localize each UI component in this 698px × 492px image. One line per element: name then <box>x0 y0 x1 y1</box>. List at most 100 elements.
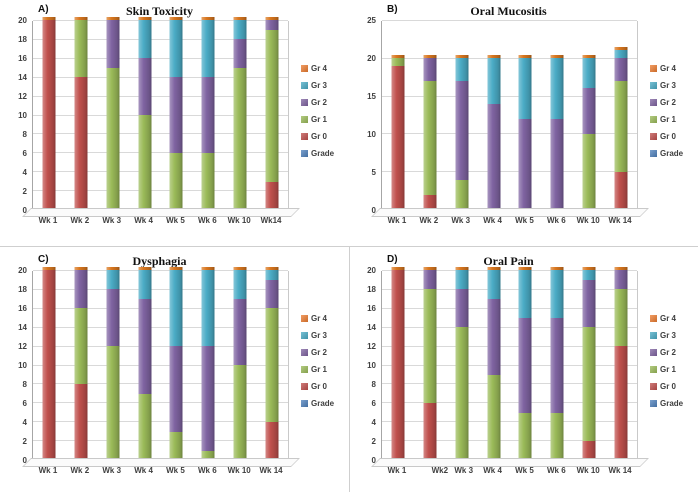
stacked-bar <box>233 17 247 210</box>
bar-slot <box>97 17 129 210</box>
grid-line <box>382 57 637 59</box>
x-tick-label: Wk 1 <box>387 466 407 475</box>
bar-top-cap <box>518 267 532 270</box>
y-tick-label: 14 <box>367 323 376 332</box>
legend-item: Gr 1 <box>301 115 347 124</box>
bar-segment-gr3 <box>550 58 564 119</box>
y-tick-label: 18 <box>367 285 376 294</box>
bar-top-cap <box>138 267 152 270</box>
bar-segment-gr2 <box>265 20 279 30</box>
stacked-bar <box>42 267 56 460</box>
legend-item: Gr 0 <box>301 132 347 141</box>
stacked-bar <box>455 55 469 210</box>
y-tick-label: 6 <box>371 399 376 408</box>
y-tick-label: 14 <box>18 323 27 332</box>
y-tick-label: 0 <box>371 456 376 465</box>
bar-segment-gr1 <box>138 393 152 460</box>
legend-item: Gr 2 <box>301 348 347 357</box>
bar-slot <box>382 21 414 210</box>
bar-segment-gr0 <box>614 346 628 460</box>
legend-item: Gr 1 <box>301 365 347 374</box>
bar-top-cap <box>550 267 564 270</box>
bar-segment-gr1 <box>423 80 437 195</box>
y-tick-label: 20 <box>18 16 27 25</box>
bar-segment-gr2 <box>233 39 247 68</box>
bar-segment-gr2 <box>550 118 564 210</box>
bar-segment-gr2 <box>455 80 469 180</box>
chart-header: A) Skin Toxicity <box>32 4 287 21</box>
legend-swatch <box>650 383 657 390</box>
bar-segment-gr3 <box>265 270 279 280</box>
legend-swatch <box>301 349 308 356</box>
legend-item: Grade <box>301 148 347 158</box>
legend-label: Gr 4 <box>311 63 328 73</box>
grid-line <box>33 152 288 154</box>
legend-label: Grade <box>311 398 335 408</box>
legend-item: Gr 4 <box>301 314 347 323</box>
legend-swatch <box>301 315 308 322</box>
bar-segment-gr0 <box>391 65 405 210</box>
bar-segment-gr1 <box>582 327 596 441</box>
bar-segment-gr1 <box>201 153 215 210</box>
bar-segment-gr2 <box>138 298 152 394</box>
bar-segment-gr2 <box>518 317 532 413</box>
stacked-bar <box>391 55 405 210</box>
legend-swatch <box>650 332 657 339</box>
bar-slot <box>161 267 193 460</box>
bar-top-cap <box>74 267 88 270</box>
legend-item: Grade <box>301 398 347 408</box>
bar-slot <box>256 17 288 210</box>
y-tick-label: 0 <box>22 206 27 215</box>
chart-body: 0 2 4 6 8 10 12 14 16 18 20 Gr 4 Gr 3 Gr 2 Gr 1 Gr 0 Gra… <box>6 17 347 217</box>
y-tick-label: 4 <box>22 168 27 177</box>
bar-segment-gr3 <box>487 58 501 104</box>
bar-segment-gr2 <box>487 103 501 210</box>
y-tick-label: 4 <box>22 418 27 427</box>
bar-slot <box>161 17 193 210</box>
legend-label: Gr 3 <box>311 330 328 340</box>
legend-swatch <box>650 65 657 72</box>
x-tick-label: Wk14 <box>260 216 282 225</box>
bar-segment-gr2 <box>106 289 120 346</box>
panel-letter: B) <box>387 4 398 15</box>
legend-item: Gr 2 <box>650 97 696 107</box>
bar-segment-gr2 <box>487 298 501 375</box>
bar-segment-gr1 <box>518 412 532 460</box>
chart-panel-dysphagia: C) Dysphagia 0 2 4 6 8 10 12 14 16 18 20 Gr 4 Gr 3 Gr 2… <box>0 246 349 492</box>
panel-letter: A) <box>38 4 49 15</box>
bar-segment-gr3 <box>487 270 501 299</box>
legend: Gr 4 Gr 3 Gr 2 Gr 1 Gr 0 Grade <box>289 11 347 211</box>
legend-swatch <box>301 65 308 72</box>
bar-segment-gr1 <box>455 327 469 460</box>
y-tick-label: 10 <box>18 111 27 120</box>
x-tick-label: Wk 5 <box>166 466 185 475</box>
y-tick-label: 2 <box>22 187 27 196</box>
bar-segment-gr2 <box>106 20 120 68</box>
bar-slot <box>192 267 224 460</box>
legend-label: Gr 1 <box>660 364 677 374</box>
bar-top-cap <box>391 55 405 59</box>
stacked-bar <box>201 17 215 210</box>
stacked-bar <box>614 47 628 210</box>
grid-line <box>382 364 637 366</box>
legend-label: Gr 4 <box>660 63 677 73</box>
bar-segment-gr3 <box>582 270 596 280</box>
bars-row <box>33 267 288 460</box>
bar-slot <box>224 267 256 460</box>
legend-label: Gr 2 <box>660 97 677 107</box>
stacked-bar <box>74 267 88 460</box>
chart-panel-oral-mucositis: B) Oral Mucositis 0 5 10 15 20 25 Gr 4 Gr 3 Gr 2 Gr… <box>349 0 698 246</box>
legend-label: Gr 0 <box>311 381 328 391</box>
bar-slot <box>414 267 446 460</box>
y-tick-label: 12 <box>18 92 27 101</box>
bar-segment-gr2 <box>423 58 437 81</box>
bar-segment-gr3 <box>518 270 532 318</box>
bar-segment-gr0 <box>423 403 437 460</box>
legend: Gr 4 Gr 3 Gr 2 Gr 1 Gr 0 Grade <box>638 261 696 461</box>
legend-item: Grade <box>650 149 696 158</box>
legend-label: Grade <box>311 148 335 158</box>
x-tick-label: Wk 3 <box>451 216 471 225</box>
bar-top-cap <box>582 55 596 59</box>
bar-segment-gr1 <box>201 450 215 460</box>
legend-label: Gr 1 <box>660 114 677 124</box>
